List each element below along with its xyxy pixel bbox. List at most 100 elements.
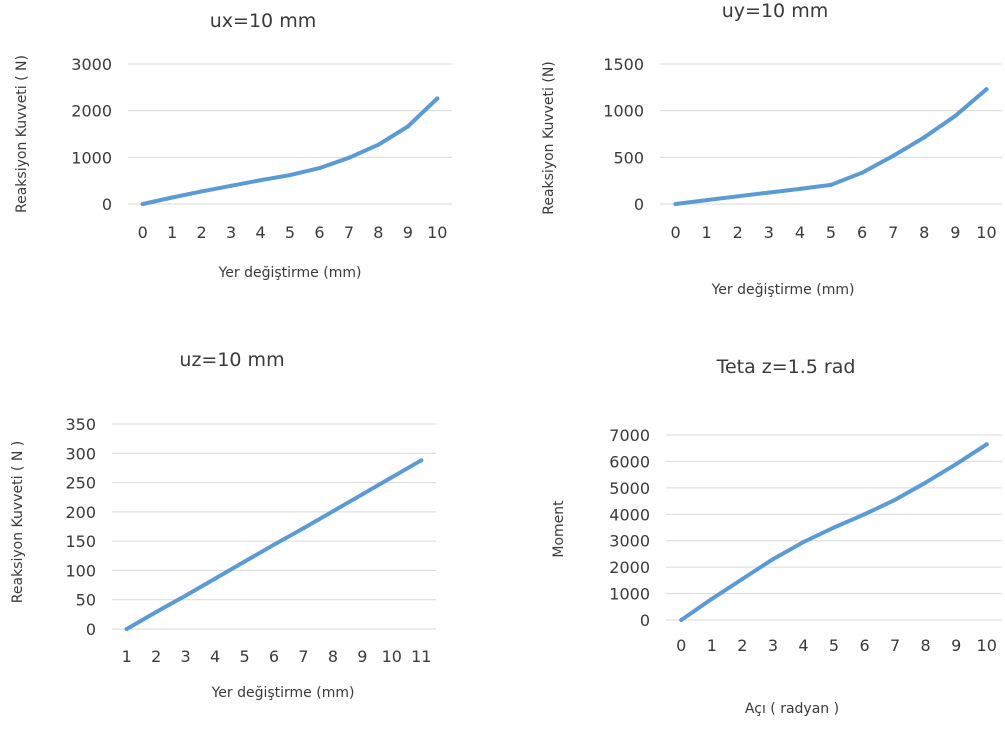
y-tick-label: 100	[65, 561, 96, 580]
x-tick-label: 1	[702, 223, 712, 242]
data-point	[360, 492, 365, 497]
data-point	[272, 542, 276, 547]
data-point	[984, 87, 989, 92]
data-point	[770, 557, 775, 562]
y-tick-label: 7000	[609, 426, 650, 445]
data-point	[862, 512, 867, 517]
y-tick-label: 0	[634, 195, 644, 214]
data-point	[170, 195, 175, 200]
y-tick-label: 4000	[609, 505, 650, 524]
data-point	[891, 153, 896, 158]
y-tick-label: 6000	[609, 452, 650, 471]
data-point	[704, 198, 709, 203]
y-tick-label: 1000	[609, 585, 650, 604]
x-tick-label: 9	[950, 223, 960, 242]
x-tick-label: 3	[768, 636, 778, 655]
data-point	[124, 627, 129, 631]
x-tick-label: 3	[226, 223, 236, 242]
x-tick-label: 6	[269, 647, 279, 666]
y-tick-label: 250	[65, 474, 96, 493]
data-point	[954, 462, 959, 467]
x-tick-label: 7	[298, 647, 308, 666]
y-tick-label: 3000	[71, 55, 112, 74]
data-point	[288, 173, 292, 178]
data-point	[258, 178, 263, 183]
y-axis-label: Reaksiyon Kuvveti ( N)	[14, 55, 30, 213]
x-tick-label: 1	[122, 647, 132, 666]
y-tick-label: 50	[76, 591, 96, 610]
x-tick-label: 8	[919, 223, 929, 242]
y-tick-label: 300	[65, 444, 96, 463]
x-tick-label: 7	[890, 636, 900, 655]
chart-3: 0 50 100 150 200 250 300 350 1 2 3 4 5 6 7 8 9 10 11 uz=10 …	[10, 349, 436, 701]
data-point	[242, 559, 247, 564]
data-point	[346, 155, 351, 160]
x-tick-label: 8	[921, 636, 931, 655]
y-tick-label: 2000	[609, 558, 650, 577]
y-axis-label: Moment	[551, 500, 567, 558]
data-point	[183, 593, 188, 598]
x-tick-label: 0	[138, 223, 148, 242]
x-tick-label: 7	[888, 223, 898, 242]
chart-title: Teta z=1.5 rad	[716, 356, 856, 378]
x-tick-label: 0	[676, 636, 686, 655]
y-axis-label: Reaksiyon Kuvveti ( N )	[10, 441, 26, 603]
x-tick-label: 2	[733, 223, 743, 242]
x-tick-label: 5	[239, 647, 249, 666]
data-point	[709, 596, 714, 601]
x-tick-label: 10	[977, 636, 997, 655]
x-tick-label: 6	[314, 223, 324, 242]
data-point	[389, 475, 394, 480]
x-tick-label: 4	[798, 636, 808, 655]
y-tick-label: 1000	[603, 102, 644, 121]
chart-2: 0 500 1000 1500 0 1 2 3 4 5 6 7 8 9 10 uy=10 mm Yer deği…	[541, 0, 1002, 298]
x-tick-label: 3	[764, 223, 774, 242]
x-tick-label: 3	[181, 647, 191, 666]
data-point	[766, 190, 771, 195]
x-axis-label: Yer değiştirme (mm)	[711, 282, 855, 298]
x-tick-label: 5	[829, 636, 839, 655]
series-line	[140, 96, 440, 206]
x-tick-label: 7	[344, 223, 354, 242]
y-tick-label: 3000	[609, 532, 650, 551]
x-tick-label: 10	[427, 223, 447, 242]
data-point	[405, 124, 410, 129]
x-tick-label: 2	[737, 636, 747, 655]
y-tick-label: 350	[65, 415, 96, 434]
x-tick-label: 2	[197, 223, 207, 242]
x-tick-label: 8	[373, 223, 383, 242]
data-point	[829, 182, 833, 187]
y-tick-label: 0	[640, 611, 650, 630]
y-tick-label: 0	[102, 195, 112, 214]
data-point	[953, 113, 958, 118]
data-point	[140, 202, 145, 206]
x-tick-label: 4	[795, 223, 805, 242]
x-tick-label: 9	[403, 223, 413, 242]
data-point	[317, 166, 322, 171]
y-tick-label: 2000	[71, 102, 112, 121]
x-tick-label: 2	[151, 647, 161, 666]
chart-4: 0 1000 2000 3000 4000 5000 6000 7000 0 1 2 3 4 5 6 7 8 9 1…	[551, 356, 1002, 717]
y-tick-label: 500	[613, 148, 644, 167]
data-point	[376, 142, 381, 147]
data-point	[860, 170, 865, 175]
data-point	[199, 189, 204, 194]
x-tick-label: 8	[328, 647, 338, 666]
x-tick-label: 5	[285, 223, 295, 242]
y-tick-label: 1500	[603, 55, 644, 74]
data-point	[893, 497, 898, 502]
data-point	[797, 186, 802, 191]
data-point	[419, 458, 424, 463]
x-axis-label: Yer değiştirme (mm)	[218, 265, 362, 281]
x-tick-label: 4	[210, 647, 220, 666]
x-tick-label: 9	[951, 636, 961, 655]
data-point	[213, 576, 218, 581]
data-point	[330, 509, 335, 514]
y-tick-label: 0	[86, 620, 96, 639]
x-tick-label: 9	[357, 647, 367, 666]
x-tick-label: 6	[859, 636, 869, 655]
y-tick-label: 150	[65, 532, 96, 551]
data-point	[801, 540, 806, 545]
